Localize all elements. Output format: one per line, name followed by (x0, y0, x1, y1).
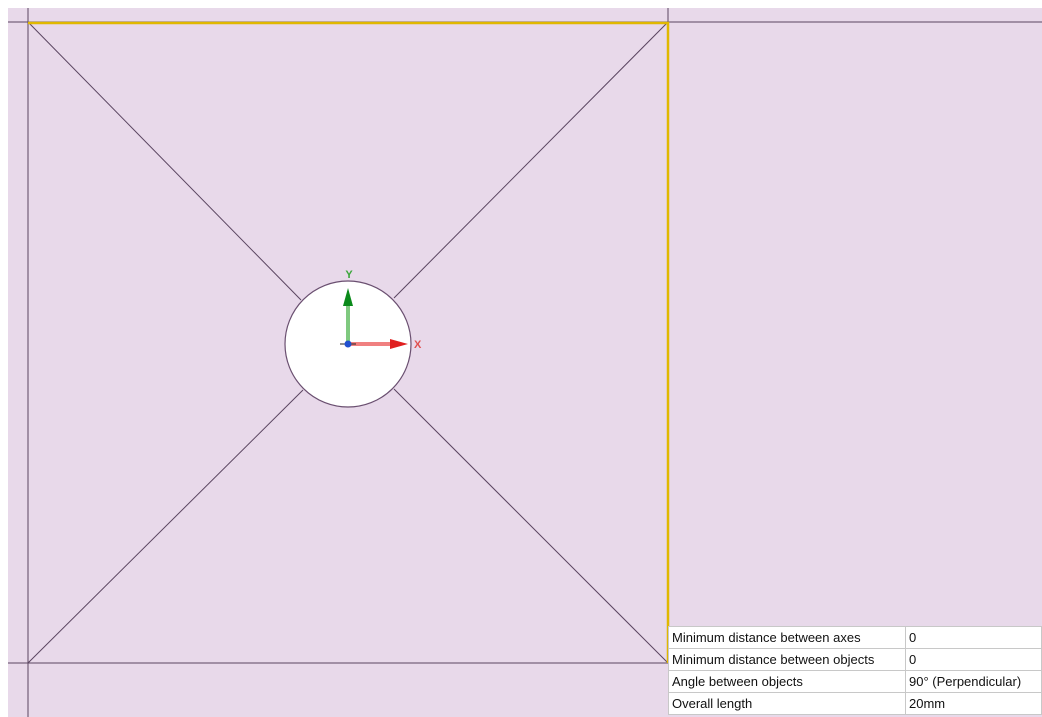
property-name: Overall length (668, 692, 906, 715)
properties-table: Minimum distance between axes 0 Minimum di… (668, 626, 1042, 715)
y-axis-label: Y (345, 269, 353, 281)
diagonal (27, 389, 304, 664)
origin (344, 340, 352, 348)
property-name: Angle between objects (668, 670, 906, 693)
property-value[interactable]: 20mm (905, 692, 1042, 715)
property-name: Minimum distance between objects (668, 648, 906, 671)
x-axis-label: X (414, 339, 422, 351)
property-name: Minimum distance between axes (668, 626, 906, 649)
property-row[interactable]: Overall length 20mm (668, 692, 1042, 715)
property-row[interactable]: Angle between objects 90° (Perpendicular) (668, 670, 1042, 693)
property-value[interactable]: 0 (905, 626, 1042, 649)
x-axis-arrow (390, 339, 408, 349)
diagonal (393, 21, 669, 299)
canvas-background (8, 8, 1042, 717)
y-axis-arrow (343, 288, 353, 306)
property-value[interactable]: 0 (905, 648, 1042, 671)
property-row[interactable]: Minimum distance between objects 0 (668, 648, 1042, 671)
property-value[interactable]: 90° (Perpendicular) (905, 670, 1042, 693)
property-row[interactable]: Minimum distance between axes 0 (668, 626, 1042, 649)
diagonal (27, 21, 302, 301)
selected-edge[interactable] (28, 21, 670, 663)
diagonal (393, 388, 669, 664)
